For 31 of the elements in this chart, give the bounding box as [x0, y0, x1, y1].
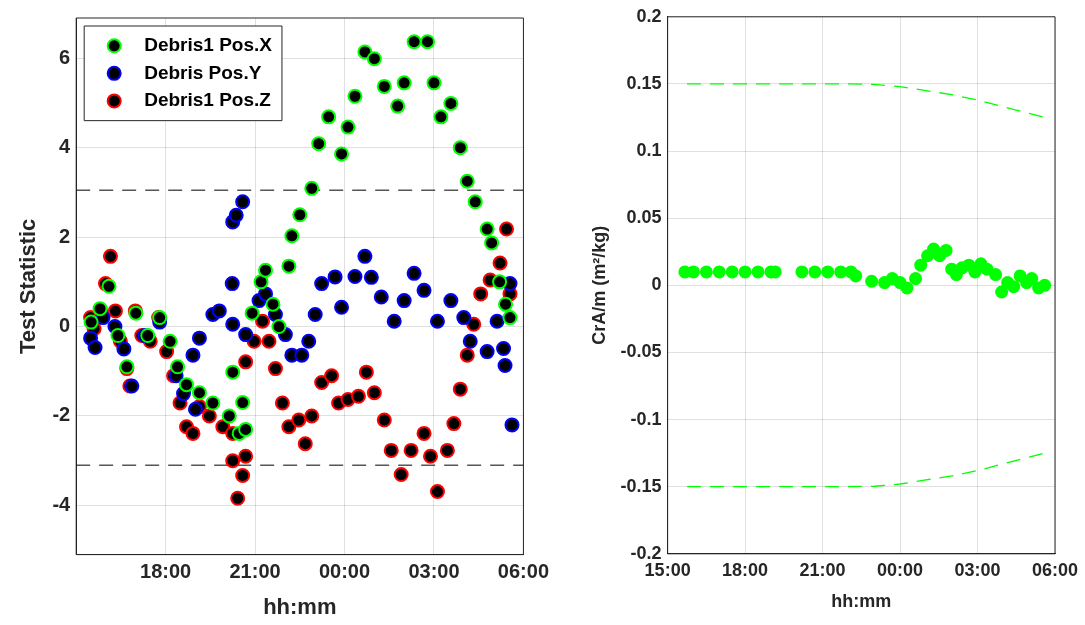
y-tick-label: 6 [59, 45, 71, 68]
x-tick-label: 18:00 [140, 560, 192, 583]
legend-label: Debris1 Pos.Z [144, 89, 272, 111]
y-tick-label: 0.05 [626, 207, 662, 228]
x-axis-title: hh:mm [263, 593, 337, 619]
y-tick-label: 2 [59, 224, 71, 247]
y-axis-title: CrA/m (m²/kg) [588, 225, 609, 345]
y-tick-label: 0.15 [626, 72, 662, 93]
x-axis-title: hh:mm [831, 591, 892, 612]
x-tick-label: 06:00 [497, 560, 549, 583]
legend-label: Debris Pos.Y [144, 61, 262, 83]
x-tick-label: 06:00 [1031, 559, 1079, 580]
y-tick-label: 0.2 [636, 5, 662, 26]
y-tick-label: -2 [52, 403, 71, 426]
x-tick-label: 00:00 [877, 559, 924, 580]
x-tick-label: 21:00 [229, 560, 281, 583]
y-tick-label: 0 [651, 274, 662, 295]
y-tick-label: 4 [59, 135, 72, 158]
y-tick-label: -0.05 [620, 341, 662, 362]
y-tick-label: 0 [59, 314, 71, 337]
x-tick-label: 21:00 [799, 559, 846, 580]
x-tick-label: 03:00 [408, 560, 460, 583]
legend-label: Debris1 Pos.X [144, 34, 273, 56]
x-tick-label: 00:00 [318, 560, 371, 583]
x-tick-label: 18:00 [722, 559, 769, 580]
y-axis-title: Test Statistic [15, 218, 41, 354]
y-tick-label: 0.1 [636, 140, 662, 161]
y-tick-label: -4 [52, 492, 72, 515]
y-tick-label: -0.15 [620, 475, 662, 496]
x-tick-label: 03:00 [954, 559, 1001, 580]
y-tick-label: -0.1 [630, 408, 662, 429]
